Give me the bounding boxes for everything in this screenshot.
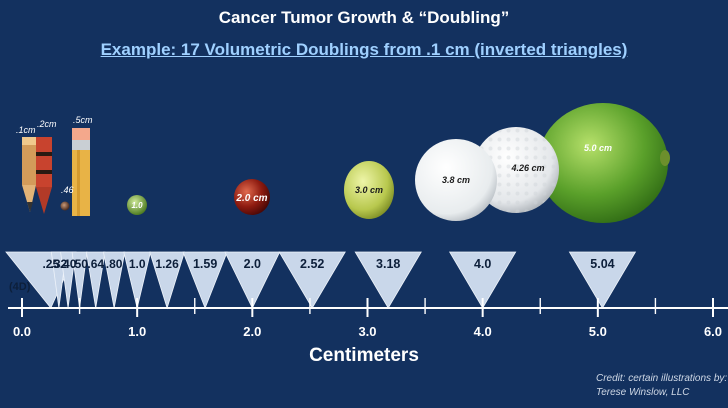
triangle-label: 2.52 bbox=[300, 257, 324, 271]
tick-label: 2.0 bbox=[243, 324, 261, 339]
grape-illustration bbox=[344, 161, 394, 219]
triangle-label: .64 bbox=[87, 257, 104, 271]
triangle-label: 5.04 bbox=[590, 257, 614, 271]
page-title: Cancer Tumor Growth & “Doubling” bbox=[218, 8, 510, 27]
label-ping-pong-ball: 3.8 cm bbox=[442, 175, 470, 185]
doubling-triangle bbox=[354, 251, 422, 309]
pea-illustration bbox=[127, 195, 147, 215]
pencil-eraser-illustration bbox=[72, 128, 90, 216]
ping-pong-ball-illustration bbox=[415, 139, 497, 221]
triangle-label: 4.0 bbox=[474, 257, 491, 271]
label-pencil-point: .1cm bbox=[16, 125, 36, 135]
subtitle: Example: 17 Volumetric Doublings from .1… bbox=[100, 40, 628, 59]
doubling-triangle bbox=[71, 251, 88, 309]
tick-label: 3.0 bbox=[358, 324, 376, 339]
triangle-label: 1.26 bbox=[155, 257, 179, 271]
crayon-illustration bbox=[36, 137, 52, 214]
label-pea: 1.0 bbox=[131, 201, 143, 210]
axis-ticks: 0.0 1.0 2.0 3.0 4.0 5.0 6.0 bbox=[13, 298, 722, 339]
label-peppercorn: .46 bbox=[61, 185, 74, 195]
doubling-triangle bbox=[123, 251, 152, 309]
doubling-triangle bbox=[224, 251, 281, 309]
triangle-label: 1.59 bbox=[193, 257, 217, 271]
triangle-label: .32 bbox=[51, 257, 68, 271]
four-d-label: (4D) bbox=[9, 281, 31, 293]
triangle-label: .50 bbox=[71, 257, 88, 271]
credit-text: Credit: certain illustrations by: Terese… bbox=[596, 373, 728, 398]
axis-label: Centimeters bbox=[309, 345, 419, 366]
label-crayon: .2cm bbox=[37, 119, 57, 129]
pencil-point-illustration bbox=[22, 137, 36, 212]
doubling-markers: .25.32.40.50.64.80 1.0 1.26 1.59 2.0 2.52 3.18… bbox=[5, 251, 637, 310]
label-golf-ball: 4.26 cm bbox=[510, 163, 544, 173]
tick-label: 1.0 bbox=[128, 324, 146, 339]
doubling-triangle bbox=[182, 251, 228, 310]
label-cherry: 2.0 cm bbox=[235, 193, 267, 204]
doubling-triangle bbox=[448, 251, 517, 309]
tick-label: 0.0 bbox=[13, 324, 31, 339]
doubling-triangle bbox=[102, 251, 126, 309]
doubling-triangle bbox=[85, 251, 106, 309]
triangle-label: .80 bbox=[106, 257, 123, 271]
doubling-triangle bbox=[278, 251, 346, 309]
tick-label: 5.0 bbox=[589, 324, 607, 339]
triangle-label: 2.0 bbox=[244, 257, 261, 271]
cherry-illustration bbox=[234, 179, 270, 215]
tick-label: 4.0 bbox=[474, 324, 492, 339]
lime-illustration bbox=[538, 103, 670, 223]
doubling-triangle bbox=[149, 251, 186, 310]
label-lime: 5.0 cm bbox=[584, 143, 612, 153]
triangle-label: .40 bbox=[60, 257, 77, 271]
tick-label: 6.0 bbox=[704, 324, 722, 339]
triangle-label: 1.0 bbox=[129, 257, 146, 271]
label-grape: 3.0 cm bbox=[355, 185, 383, 195]
label-pencil-eraser: .5cm bbox=[73, 115, 93, 125]
triangle-label: 3.18 bbox=[376, 257, 400, 271]
peppercorn-illustration bbox=[60, 201, 70, 211]
doubling-triangle bbox=[568, 251, 637, 309]
triangle-label: .25 bbox=[42, 257, 59, 271]
doubling-triangle bbox=[60, 251, 77, 309]
